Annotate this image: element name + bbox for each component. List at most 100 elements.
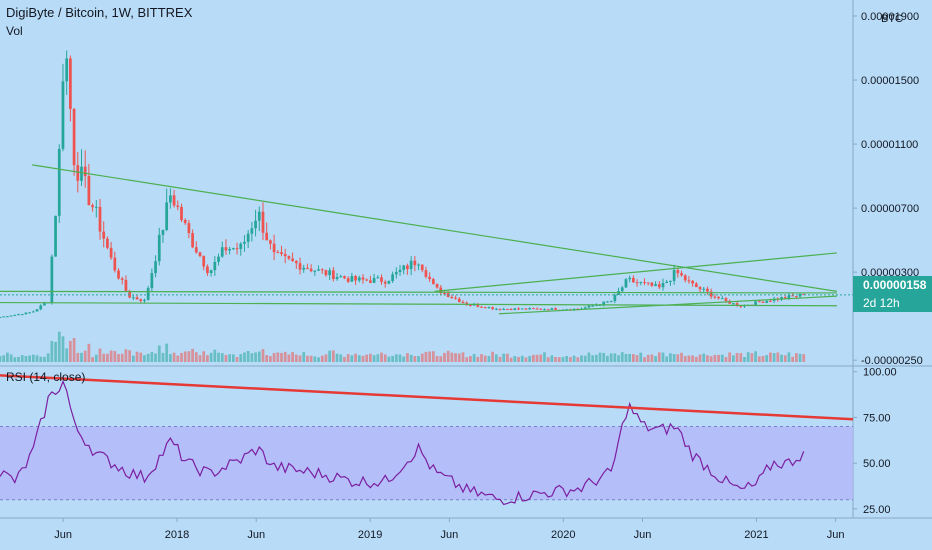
candle-body — [602, 301, 606, 305]
volume-bar — [554, 357, 557, 362]
volume-bar — [172, 352, 176, 362]
candle-body — [209, 270, 213, 274]
volume-bar — [546, 357, 550, 362]
candle-body — [76, 165, 80, 181]
candle-body — [691, 280, 694, 284]
volume-bar — [13, 357, 17, 362]
volume-bar — [732, 355, 735, 362]
candle-body — [720, 298, 724, 300]
rsi-label[interactable]: RSI (14, close) — [6, 370, 86, 384]
volume-bar — [520, 355, 524, 362]
candle-body — [350, 276, 354, 282]
volume-bar — [591, 355, 594, 362]
candle-body — [450, 296, 454, 298]
symbol-title[interactable]: DigiByte / Bitcoin, 1W, BITTREX — [6, 5, 193, 20]
candle-body — [243, 241, 246, 244]
volume-bar — [339, 354, 343, 362]
volume-bar — [750, 353, 754, 362]
volume-bar — [561, 357, 565, 362]
volume-bar — [161, 352, 165, 362]
volume-bar — [420, 353, 424, 362]
volume-bar — [680, 352, 683, 362]
volume-bar — [435, 355, 439, 362]
volume-bar — [580, 355, 583, 362]
candle-body — [676, 270, 680, 274]
candle-body — [50, 256, 54, 303]
candle-body — [28, 312, 32, 314]
volume-bar — [128, 350, 132, 362]
candle-body — [431, 279, 435, 284]
volume-bar — [194, 352, 198, 362]
candle-body — [80, 166, 83, 181]
volume-bar — [794, 353, 798, 362]
volume-bar — [102, 353, 106, 362]
volume-bar — [83, 350, 87, 362]
volume-bar — [43, 356, 46, 362]
volume-bar — [661, 352, 665, 362]
candle-body — [787, 295, 791, 299]
volume-bar — [206, 355, 209, 362]
candle-body — [154, 261, 157, 274]
volume-bar — [91, 357, 94, 362]
volume-bar — [235, 357, 239, 362]
candle-body — [643, 282, 646, 284]
volume-bar — [146, 353, 150, 362]
volume-bar — [272, 353, 276, 362]
volume-bar — [713, 354, 717, 362]
volume-bar — [243, 352, 246, 362]
volume-bar — [331, 350, 335, 362]
currency-label[interactable]: BTC — [881, 13, 903, 25]
volume-bar — [691, 355, 694, 362]
candle-body — [224, 247, 228, 251]
volume-bar — [676, 354, 680, 362]
volume-bar — [187, 351, 191, 362]
volume-bar — [702, 353, 706, 362]
candle-body — [280, 252, 283, 255]
candle-body — [354, 276, 357, 281]
candle-body — [606, 301, 609, 303]
volume-bar — [387, 356, 391, 362]
candle-body — [624, 279, 628, 288]
volume-bar — [606, 355, 609, 362]
candle-body — [346, 278, 350, 282]
candle-body — [357, 277, 361, 281]
volume-bar — [465, 357, 469, 362]
time-tick-label-8: Jun — [827, 529, 845, 541]
volume-bar — [294, 354, 298, 362]
candle-body — [424, 270, 428, 277]
volume-bar — [250, 353, 254, 362]
candle-body — [120, 278, 124, 280]
volume-bar — [754, 351, 757, 362]
candle-body — [57, 148, 61, 216]
candle-body — [187, 223, 191, 234]
time-tick-label-4: Jun — [440, 529, 458, 541]
candle-body — [387, 281, 391, 284]
candle-body — [9, 315, 13, 317]
volume-bar — [380, 352, 383, 362]
volume-bar — [439, 356, 443, 362]
volume-bar — [246, 350, 250, 362]
volume-bar — [787, 352, 791, 362]
candle-body — [420, 264, 424, 271]
candle-body — [91, 205, 94, 208]
candle-body — [369, 280, 372, 283]
volume-bar — [706, 355, 709, 362]
candle-body — [524, 308, 528, 310]
candle-body — [94, 206, 98, 208]
volume-bar — [6, 352, 9, 362]
candle-body — [706, 288, 709, 292]
volume-bar — [291, 352, 294, 362]
volume-bar — [231, 354, 235, 362]
volume-bar — [576, 357, 580, 362]
candle-body — [687, 280, 691, 282]
volume-bar — [617, 355, 620, 362]
candle-body — [109, 247, 113, 258]
volume-bar — [717, 354, 720, 362]
volume-bar — [472, 354, 476, 362]
candle-body — [672, 270, 676, 281]
volume-bar — [746, 352, 750, 362]
candle-body — [783, 297, 787, 299]
candle-body — [791, 295, 795, 297]
volume-bar — [565, 355, 569, 362]
